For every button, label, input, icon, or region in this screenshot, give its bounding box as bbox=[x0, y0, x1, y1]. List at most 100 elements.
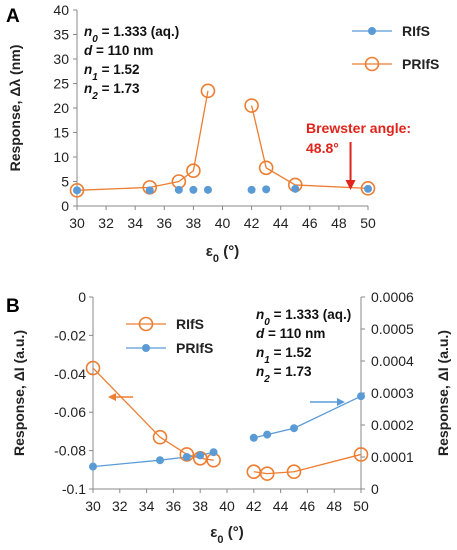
data-point-prifs bbox=[249, 433, 258, 442]
series-line-prifs bbox=[253, 395, 362, 439]
y-tick-label: 40 bbox=[53, 2, 69, 18]
y-right-tick-label: 0.0001 bbox=[371, 449, 414, 465]
y-tick-label: 5 bbox=[61, 174, 69, 190]
x-tick-label: 32 bbox=[98, 215, 114, 231]
param-label: n1 = 1.52 bbox=[84, 62, 139, 83]
x-tick-label: 46 bbox=[302, 215, 318, 231]
x-tick-label: 38 bbox=[186, 215, 202, 231]
x-tick-label: 36 bbox=[157, 215, 173, 231]
x-axis-title: ε0 (°) bbox=[210, 524, 243, 546]
y-tick-label: 35 bbox=[53, 27, 69, 43]
panel-a: A 0 5 10 15 20 25 30 35 40 30 32 34 36 38 40 42 44 46 48 50… bbox=[6, 2, 439, 265]
brewster-arrow-head bbox=[345, 180, 356, 190]
x-axis-title: ε0 (°) bbox=[206, 243, 239, 265]
brewster-value: 48.8° bbox=[306, 140, 339, 156]
y-axis-right-title: Response, ΔI (a.u.) bbox=[435, 330, 451, 456]
x-tick-label: 50 bbox=[353, 498, 369, 514]
series-line-rifs bbox=[253, 453, 362, 475]
param-label: d = 110 nm bbox=[84, 43, 153, 58]
data-point-prifs bbox=[69, 183, 85, 198]
legend-marker bbox=[368, 27, 376, 35]
y-right-tick-label: 0.0004 bbox=[371, 353, 414, 369]
y-tick-label: -0.08 bbox=[54, 443, 86, 459]
x-tick-label: 30 bbox=[85, 498, 101, 514]
legend-marker bbox=[364, 56, 380, 72]
data-point-rifs bbox=[189, 185, 198, 194]
data-point-rifs bbox=[353, 447, 369, 462]
x-tick-label: 32 bbox=[112, 498, 128, 514]
data-point-prifs bbox=[209, 448, 218, 457]
y-tick-label: 15 bbox=[53, 125, 69, 141]
legend-label: RIfS bbox=[176, 316, 204, 332]
data-point-prifs bbox=[244, 98, 259, 113]
param-label: n1 = 1.52 bbox=[256, 345, 311, 366]
y-right-tick-label: 0 bbox=[371, 481, 379, 497]
x-tick-label: 46 bbox=[300, 498, 316, 514]
param-label: n0 = 1.333 (aq.) bbox=[84, 24, 179, 45]
right-axis-arrow-head bbox=[337, 398, 345, 406]
legend-marker bbox=[142, 344, 150, 352]
data-point-prifs bbox=[196, 451, 205, 460]
data-point-prifs bbox=[182, 453, 191, 461]
data-point-rifs bbox=[259, 466, 275, 481]
x-tick-label: 36 bbox=[166, 498, 182, 514]
data-point-prifs bbox=[200, 83, 216, 99]
data-point-rifs bbox=[73, 186, 81, 195]
data-point-prifs bbox=[263, 430, 272, 439]
left-axis-arrow-head bbox=[108, 393, 116, 401]
y-axis-title: Response, Δλ (nm) bbox=[7, 45, 23, 172]
param-label: n2 = 1.73 bbox=[84, 81, 140, 102]
param-label: n2 = 1.73 bbox=[256, 364, 312, 385]
x-tick-label: 48 bbox=[326, 498, 342, 514]
y-tick-label: -0.02 bbox=[54, 327, 86, 343]
data-point-rifs bbox=[145, 186, 154, 195]
y-right-tick-label: 0.0003 bbox=[371, 385, 414, 401]
x-tick-label: 38 bbox=[192, 498, 208, 514]
legend-label: PRIfS bbox=[402, 56, 439, 72]
y-right-tick-label: 0.0005 bbox=[371, 321, 414, 337]
series-line-rifs bbox=[92, 367, 214, 461]
y-right-tick-label: 0.0006 bbox=[371, 289, 414, 305]
y-tick-label: 25 bbox=[53, 76, 69, 92]
data-point-rifs bbox=[247, 185, 256, 194]
y-tick-label: -0.1 bbox=[62, 481, 86, 497]
data-point-rifs bbox=[286, 464, 302, 480]
data-point-rifs bbox=[203, 185, 212, 194]
data-point-prifs bbox=[186, 163, 201, 179]
y-right-tick-label: 0.0002 bbox=[371, 417, 414, 433]
data-point-rifs bbox=[174, 185, 183, 194]
panel-label-b: B bbox=[6, 296, 20, 317]
param-label: d = 110 nm bbox=[256, 326, 325, 341]
data-point-rifs bbox=[291, 184, 300, 193]
data-point-prifs bbox=[89, 462, 97, 471]
data-point-prifs bbox=[156, 456, 164, 465]
data-point-prifs bbox=[357, 392, 365, 401]
data-point-rifs bbox=[262, 185, 271, 194]
legend-label: PRIfS bbox=[176, 340, 213, 356]
x-tick-label: 40 bbox=[219, 498, 235, 514]
data-point-prifs bbox=[290, 424, 298, 433]
y-tick-label: -0.06 bbox=[54, 404, 86, 420]
y-axis-title: Response, ΔI (a.u.) bbox=[11, 330, 27, 456]
y-tick-label: 0 bbox=[78, 289, 86, 305]
series-line-prifs bbox=[76, 90, 209, 191]
data-point-rifs bbox=[364, 184, 372, 193]
x-tick-label: 44 bbox=[273, 498, 289, 514]
data-point-rifs bbox=[85, 360, 101, 376]
panel-label-a: A bbox=[6, 6, 20, 27]
panel-b: B 0 -0.02 -0.04 -0.06 -0.08 -0.1 0.0006 0.0005 0… bbox=[6, 289, 451, 546]
param-label: n0 = 1.333 (aq.) bbox=[256, 307, 351, 328]
y-tick-label: 0 bbox=[61, 198, 69, 214]
x-tick-label: 34 bbox=[139, 498, 155, 514]
x-tick-label: 42 bbox=[246, 498, 262, 514]
data-point-prifs bbox=[258, 160, 274, 176]
legend-marker bbox=[138, 316, 154, 332]
x-tick-label: 50 bbox=[360, 215, 376, 231]
y-tick-label: 10 bbox=[53, 149, 69, 165]
x-tick-label: 30 bbox=[69, 215, 85, 231]
data-point-prifs bbox=[360, 181, 376, 196]
series-line-prifs bbox=[250, 105, 369, 190]
x-tick-label: 34 bbox=[127, 215, 143, 231]
x-tick-label: 40 bbox=[215, 215, 231, 231]
legend-label: RIfS bbox=[402, 23, 430, 39]
